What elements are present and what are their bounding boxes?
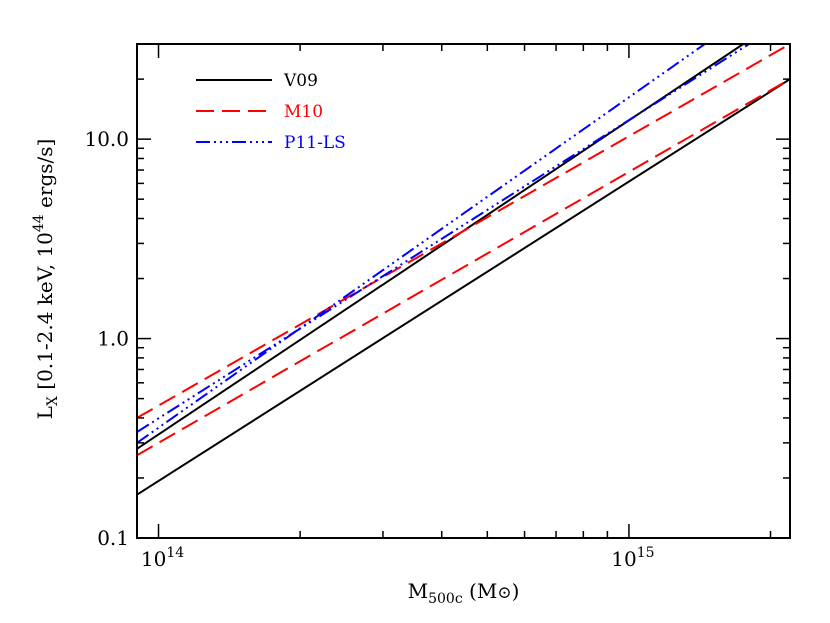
series-line-p11-ls-2 [137,44,750,433]
y-axis-label: LX [0.1-2.4 keV, 1044 ergs/s] [31,139,61,420]
x-tick-label: 1014 [141,545,184,571]
x-tick-label: 1015 [611,545,654,571]
y-tick-label: 0.1 [97,526,129,550]
series-line-v09-2 [137,78,790,496]
x-axis-label: M500c (M⊙) [408,579,520,607]
plot-frame [136,43,791,539]
axis-ticks [136,43,790,539]
legend-label-m10: M10 [284,102,323,122]
legend-label-p11-ls: P11-LS [284,133,346,153]
y-tick-label: 1.0 [97,327,129,351]
y-tick-label: 10.0 [84,127,129,151]
tick-labels: 0.1 1.0 10.0 1014 1015 [84,127,654,571]
series-line-m10-1 [137,44,790,419]
legend: V09 M10 P11-LS [196,71,346,153]
series-line-p11-ls-1 [137,44,706,444]
series-line-v09-1 [137,44,744,450]
series-line-m10-2 [137,78,790,457]
legend-label-v09: V09 [283,71,318,91]
plot-lines [137,44,790,496]
